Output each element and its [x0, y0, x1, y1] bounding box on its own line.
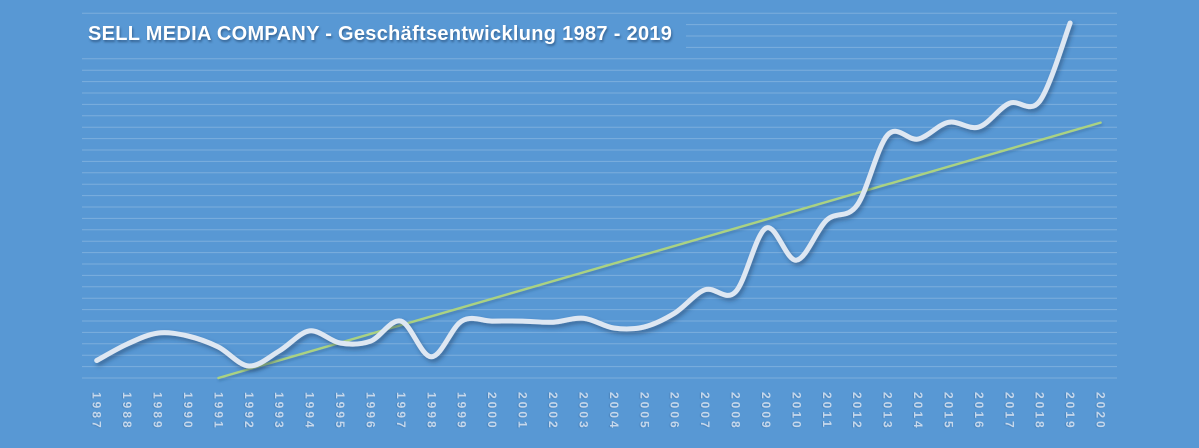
trend-line — [217, 121, 1102, 380]
chart-title: SELL MEDIA COMPANY - Geschäftsentwicklun… — [82, 18, 687, 53]
data-line — [94, 20, 1073, 369]
gridlines — [82, 12, 1117, 379]
